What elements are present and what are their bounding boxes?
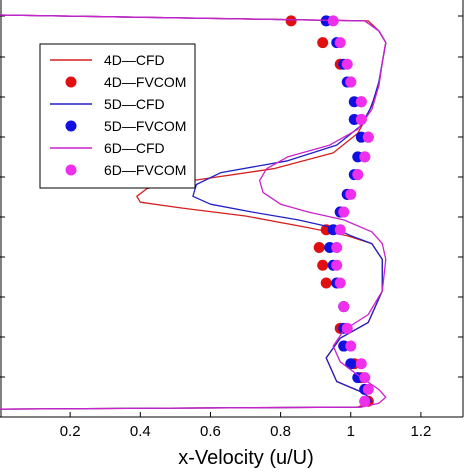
data-point xyxy=(313,242,325,254)
legend-item: 4D—FVCOM xyxy=(65,74,186,90)
x-tick-label: 1.2 xyxy=(410,423,431,440)
legend-label: 6D—FVCOM xyxy=(104,162,186,178)
x-axis-label: x-Velocity (u/U) xyxy=(178,447,314,469)
legend-item: 5D—CFD xyxy=(50,96,165,112)
legend-item: 4D—CFD xyxy=(50,52,165,68)
legend: 4D—CFD 4D—FVCOM 5D—CFD 5D—FVCOM 6D—CFD 6D—FVC… xyxy=(39,43,196,189)
data-point xyxy=(338,301,350,313)
data-point xyxy=(345,358,357,370)
data-point xyxy=(359,395,371,407)
data-point xyxy=(317,37,329,49)
data-point xyxy=(341,322,353,334)
plot-frame xyxy=(0,0,464,418)
data-point xyxy=(359,151,371,163)
x-tick-label: 0.6 xyxy=(200,423,221,440)
data-point xyxy=(327,15,339,27)
data-point xyxy=(285,15,297,27)
data-point xyxy=(345,76,357,88)
legend-label: 4D—CFD xyxy=(104,52,165,68)
data-point xyxy=(341,58,353,70)
legend-marker-swatch xyxy=(65,164,77,176)
legend-label: 5D—FVCOM xyxy=(104,118,186,134)
x-tick-label: 0.2 xyxy=(60,423,81,440)
x-tick-label: 0.4 xyxy=(130,423,151,440)
x-axis-ticks: 0.2 0.4 0.6 0.8 1 1.2 xyxy=(60,412,431,440)
data-point xyxy=(355,113,367,125)
data-point xyxy=(362,383,374,395)
data-point xyxy=(362,131,374,143)
series-layer xyxy=(0,14,387,410)
data-point xyxy=(338,206,350,218)
data-point xyxy=(320,277,332,289)
data-point xyxy=(355,96,367,108)
legend-label: 5D—CFD xyxy=(104,96,165,112)
data-point xyxy=(359,372,371,384)
data-point xyxy=(345,188,357,200)
data-point xyxy=(355,358,367,370)
x-tick-label: 0.8 xyxy=(270,423,291,440)
data-point xyxy=(345,340,357,352)
data-point xyxy=(334,37,346,49)
data-point xyxy=(334,224,346,236)
series-1 xyxy=(285,15,374,407)
x-tick-label: 1 xyxy=(347,423,355,440)
legend-item: 6D—CFD xyxy=(50,140,165,156)
series-5 xyxy=(327,15,374,407)
data-point xyxy=(331,242,343,254)
y-axis-ticks xyxy=(0,15,463,378)
legend-marker-swatch xyxy=(65,120,77,132)
data-point xyxy=(331,259,343,271)
legend-item: 5D—FVCOM xyxy=(65,118,186,134)
legend-marker-swatch xyxy=(65,76,77,88)
data-point xyxy=(317,259,329,271)
data-point xyxy=(334,277,346,289)
legend-box xyxy=(39,43,196,189)
legend-label: 6D—CFD xyxy=(104,140,165,156)
legend-item: 6D—FVCOM xyxy=(65,162,186,178)
data-point xyxy=(352,169,364,181)
legend-label: 4D—FVCOM xyxy=(104,74,186,90)
